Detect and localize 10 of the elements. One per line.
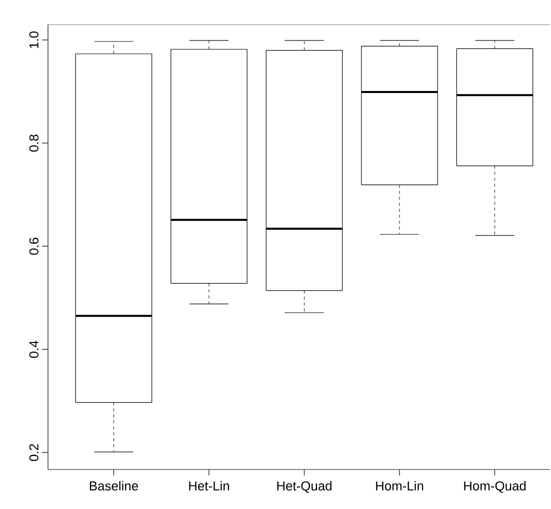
- y-tick-label: 1.0: [29, 31, 38, 48]
- y-tick-label: 0.4: [29, 340, 38, 358]
- x-tick-label: Het-Quad: [277, 481, 332, 493]
- x-tick-label: Hom-Quad: [464, 481, 526, 493]
- y-tick-label: 0.8: [29, 134, 38, 152]
- y-tick-label: 0.2: [29, 444, 38, 461]
- x-tick-label: Het-Lin: [189, 481, 230, 491]
- x-tick-label: Hom-Lin: [376, 481, 424, 491]
- x-tick-label: Baseline: [90, 481, 138, 491]
- y-tick-label: 0.6: [29, 238, 38, 255]
